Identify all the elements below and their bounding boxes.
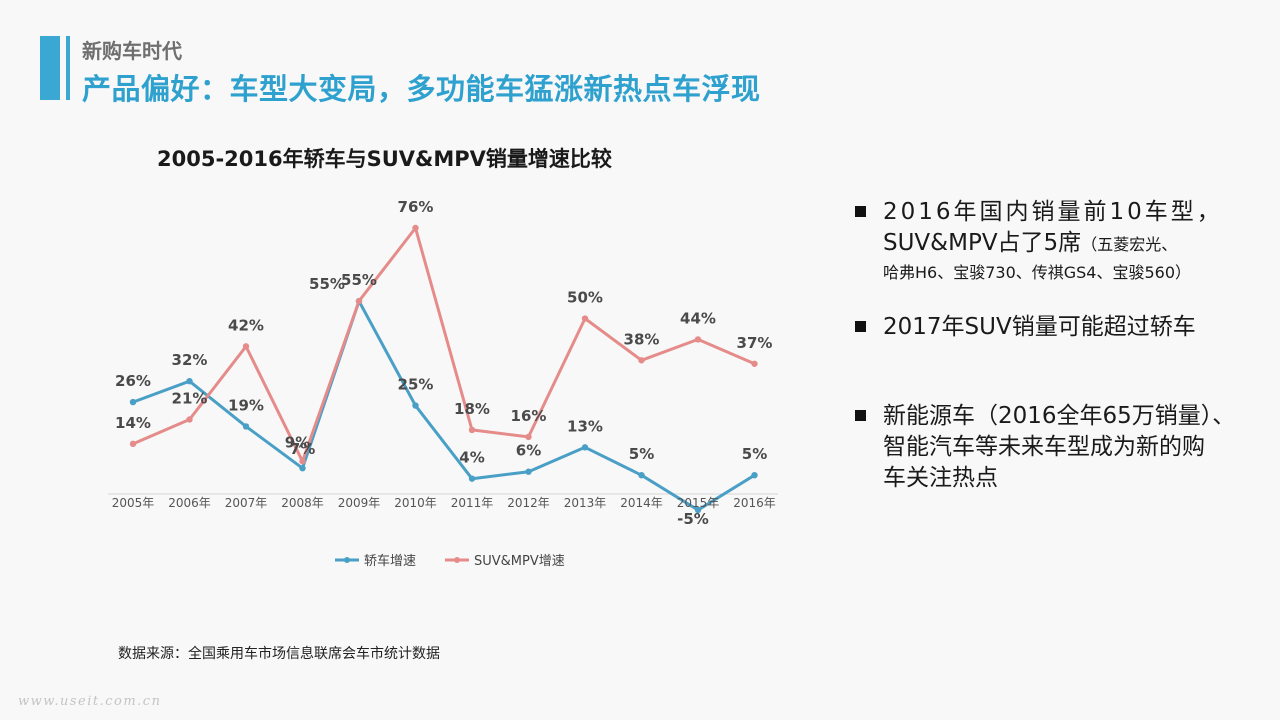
key-points: 2016年国内销量前10车型， SUV&MPV占了5席（五菱宏光、 哈弗H6、宝…	[855, 197, 1255, 520]
legend-label: SUV&MPV增速	[474, 554, 565, 569]
data-source-note: 数据来源：全国乘用车市场信息联席会车市统计数据	[118, 646, 440, 662]
data-point	[186, 416, 193, 423]
data-label: 42%	[228, 316, 264, 334]
x-tick-label: 2010年	[394, 496, 437, 510]
data-label: 32%	[172, 351, 208, 369]
data-label: 50%	[567, 289, 603, 307]
bullet-square-icon	[855, 321, 866, 332]
x-tick-label: 2006年	[168, 496, 211, 510]
bullet-text: SUV&MPV占了5席	[883, 230, 1082, 256]
data-label: 55%	[309, 275, 345, 293]
bullet-top10-models: 2016年国内销量前10车型， SUV&MPV占了5席（五菱宏光、 哈弗H6、宝…	[855, 197, 1255, 286]
data-point	[412, 402, 419, 409]
title-accent-bar	[40, 36, 60, 100]
chart-title: 2005-2016年轿车与SUV&MPV销量增速比较	[157, 147, 612, 171]
data-point	[751, 360, 758, 367]
data-label: -5%	[677, 510, 709, 528]
data-label: 37%	[737, 334, 773, 352]
data-point	[468, 426, 476, 434]
bullet-note: 哈弗H6、宝骏730、传祺GS4、宝骏560）	[883, 263, 1192, 282]
data-label: 13%	[567, 417, 603, 435]
bullet-new-energy: 新能源车（2016全年65万销量）、 智能汽车等未来车型成为新的购 车关注热点	[855, 401, 1255, 494]
data-point	[299, 465, 306, 472]
bullet-text: 智能汽车等未来车型成为新的购	[883, 434, 1205, 460]
series-line	[132, 299, 756, 512]
x-tick-label: 2008年	[281, 496, 324, 510]
bullet-text: 新能源车（2016全年65万销量）、	[883, 403, 1236, 429]
legend-marker	[344, 557, 350, 563]
x-tick-label: 2015年	[677, 496, 720, 510]
data-label: 6%	[516, 442, 541, 460]
data-point	[242, 423, 250, 430]
data-label: 4%	[459, 449, 484, 467]
data-label: 55%	[341, 271, 377, 289]
x-tick-label: 2016年	[733, 496, 776, 510]
x-tick-label: 2009年	[338, 496, 381, 510]
bullet-text: 2017年SUV销量可能超过轿车	[883, 314, 1196, 340]
x-tick-label: 2013年	[564, 496, 607, 510]
data-label: 7%	[290, 440, 315, 458]
data-point	[638, 357, 645, 364]
data-label: 5%	[629, 445, 654, 463]
data-point	[751, 471, 758, 479]
data-label: 38%	[624, 330, 660, 348]
data-point	[581, 315, 589, 322]
watermark: www.useit.com.cn	[18, 694, 162, 709]
legend-label: 轿车增速	[364, 553, 416, 569]
bullet-square-icon	[855, 206, 866, 217]
series-line	[132, 226, 756, 463]
data-point	[694, 336, 702, 343]
data-point	[694, 506, 702, 514]
data-point	[581, 444, 589, 451]
data-label: 9%	[285, 433, 310, 451]
data-point	[525, 468, 532, 475]
data-point	[525, 433, 532, 441]
data-label: 26%	[115, 372, 151, 390]
data-label: 44%	[680, 309, 716, 327]
bullet-note: （五菱宏光、	[1081, 235, 1178, 254]
bullet-text: 车关注热点	[883, 465, 998, 491]
bullet-square-icon	[855, 410, 866, 421]
growth-line-chart: 26% 32% 19% 7% 55% 25% 4% 6% 13% 5% -5% 5% 14% 21% 42%…	[108, 198, 778, 569]
x-tick-label: 2007年	[225, 496, 268, 510]
data-label: 14%	[115, 414, 151, 432]
data-point	[355, 297, 363, 305]
data-label: 25%	[398, 376, 434, 394]
page-headline: 产品偏好：车型大变局，多功能车猛涨新热点车浮现	[82, 72, 761, 106]
bullet-suv-forecast: 2017年SUV销量可能超过轿车	[855, 312, 1255, 343]
data-point	[129, 398, 137, 406]
bullet-text: SUV&MPV占了5席（五菱宏光、	[883, 228, 1255, 259]
legend-marker	[454, 557, 460, 563]
title-accent-line	[66, 36, 70, 100]
section-label: 新购车时代	[82, 39, 182, 63]
x-tick-label: 2012年	[507, 496, 550, 510]
data-label: 21%	[172, 389, 208, 407]
data-point	[242, 343, 250, 350]
data-label: 5%	[742, 445, 767, 463]
data-label: 19%	[228, 396, 264, 414]
x-tick-label: 2011年	[451, 496, 494, 510]
data-point	[129, 440, 137, 448]
bullet-text: 2016年国内销量前10车型，	[883, 199, 1223, 225]
data-label: 76%	[398, 198, 434, 216]
data-point	[638, 471, 645, 479]
data-label: 18%	[454, 400, 490, 418]
data-label: 16%	[511, 407, 547, 425]
data-point	[186, 377, 193, 385]
data-point	[299, 458, 306, 465]
x-tick-label: 2005年	[112, 496, 155, 510]
x-tick-label: 2014年	[620, 496, 663, 510]
data-point	[412, 224, 419, 232]
data-point	[468, 475, 476, 482]
